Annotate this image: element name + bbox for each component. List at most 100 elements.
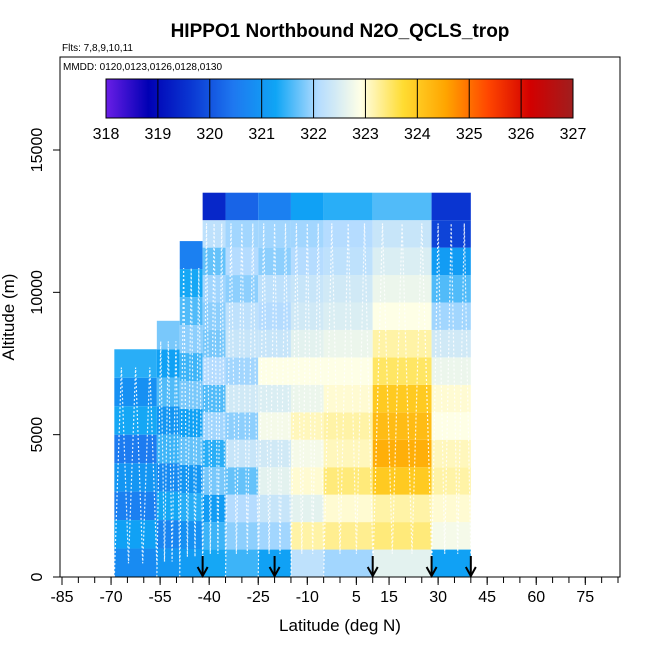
heatmap-cell xyxy=(290,522,324,550)
heatmap-cell xyxy=(258,412,291,440)
x-tick-label: -25 xyxy=(247,589,270,606)
heatmap-cell xyxy=(202,275,226,303)
x-tick-label: 75 xyxy=(576,589,594,606)
heatmap-cell xyxy=(372,412,432,440)
x-tick-label: 30 xyxy=(429,589,447,606)
heatmap-cell xyxy=(202,302,226,330)
heatmap-cell xyxy=(202,357,226,385)
y-axis: 0 5000 10000 15000 xyxy=(29,128,60,581)
heatmap-cell xyxy=(179,521,203,550)
heatmap-cell xyxy=(225,494,259,523)
heatmap-cell xyxy=(156,377,180,407)
heatmap-cell xyxy=(156,520,180,549)
colorbar-tick-label: 326 xyxy=(508,126,535,143)
heatmap-cell xyxy=(225,329,259,358)
heatmap-cell xyxy=(225,302,259,330)
heatmap-cell xyxy=(156,548,180,577)
heatmap-cell xyxy=(225,549,259,577)
colorbar-tick-label: 320 xyxy=(196,126,223,143)
profile-arrow-head xyxy=(196,566,209,579)
heatmap-cell xyxy=(156,349,180,378)
heatmap-cell xyxy=(202,329,226,358)
flight-track xyxy=(113,367,158,577)
heatmap-cell xyxy=(156,406,180,435)
heatmap-cell xyxy=(258,357,291,385)
heatmap-cell xyxy=(179,325,203,354)
heatmap-cell xyxy=(372,357,432,385)
heatmap-cell xyxy=(323,247,373,276)
heatmap-cell xyxy=(258,467,291,495)
flight-track xyxy=(179,267,204,577)
colorbar-tick-label: 327 xyxy=(560,126,587,143)
heatmap-cell xyxy=(114,434,157,464)
profile-arrow-head xyxy=(425,566,438,579)
heatmap-cell xyxy=(323,439,373,468)
flight-track xyxy=(290,223,325,577)
heatmap-cell xyxy=(202,549,226,577)
heatmap-cell xyxy=(290,549,324,577)
heatmap-cell xyxy=(290,302,324,330)
x-tick-label: 60 xyxy=(527,589,545,606)
heatmap-cell xyxy=(156,434,180,464)
plot-area xyxy=(113,192,472,577)
flight-track xyxy=(430,223,472,577)
colorbar-tick-label: 323 xyxy=(352,126,379,143)
flight-track xyxy=(372,223,433,577)
heatmap-cell xyxy=(431,439,471,468)
heatmap-cell xyxy=(431,192,471,221)
heatmap-cell xyxy=(323,467,373,495)
heatmap-cell xyxy=(179,241,203,270)
flight-track xyxy=(257,223,292,577)
heatmap-cell xyxy=(323,357,373,385)
heatmap-cell xyxy=(323,522,373,550)
heatmap-cell xyxy=(431,494,471,523)
heatmap-cell xyxy=(431,522,471,550)
heatmap-cell xyxy=(225,384,259,413)
colorbar-gradient xyxy=(105,78,574,119)
colorbar-tick-label: 325 xyxy=(456,126,483,143)
heatmap-cell xyxy=(431,384,471,413)
heatmap-cell xyxy=(290,329,324,358)
heatmap-cell xyxy=(179,549,203,577)
x-tick-label: -40 xyxy=(198,589,221,606)
heatmap-cell xyxy=(372,302,432,330)
heatmap-cell xyxy=(372,329,432,358)
heatmap-cell xyxy=(179,381,203,410)
heatmap-cell xyxy=(431,329,471,358)
heatmap-cell xyxy=(202,494,226,523)
flight-track xyxy=(156,341,181,577)
heatmap-cell xyxy=(323,192,373,221)
heatmap-cell xyxy=(202,467,226,495)
heatmap-cell xyxy=(179,437,203,466)
heatmap-cell xyxy=(179,409,203,438)
heatmap-cell xyxy=(290,439,324,468)
heatmap-cell xyxy=(225,357,259,385)
heatmap-cell xyxy=(258,275,291,303)
heatmap-cell xyxy=(323,412,373,440)
heatmap-cell xyxy=(431,467,471,495)
heatmap-cell xyxy=(258,494,291,523)
heatmap-cell xyxy=(114,491,157,521)
colorbar-ticks: 318 319 320 321 322 323 324 325 326 327 xyxy=(93,79,587,143)
heatmap-cell xyxy=(114,463,157,492)
heatmap-cell xyxy=(323,549,373,577)
heatmap-cell xyxy=(372,275,432,303)
heatmap-cell xyxy=(179,465,203,494)
heatmap-cell xyxy=(372,494,432,523)
x-tick-label: 45 xyxy=(478,589,496,606)
heatmap-cell xyxy=(323,329,373,358)
heatmap-cell xyxy=(156,491,180,521)
flight-tracks xyxy=(113,223,472,577)
heatmap-cell xyxy=(258,439,291,468)
colorbar-tick-label: 322 xyxy=(300,126,327,143)
flight-track xyxy=(224,223,259,577)
heatmap-cell xyxy=(225,275,259,303)
heatmap-cell xyxy=(431,549,471,577)
y-tick-label: 15000 xyxy=(29,128,46,173)
profile-arrow-head xyxy=(268,566,281,579)
heatmap-cell xyxy=(290,494,324,523)
x-tick-label: -70 xyxy=(99,589,122,606)
heatmap-cell xyxy=(258,522,291,550)
profile-arrow-head xyxy=(464,566,477,579)
